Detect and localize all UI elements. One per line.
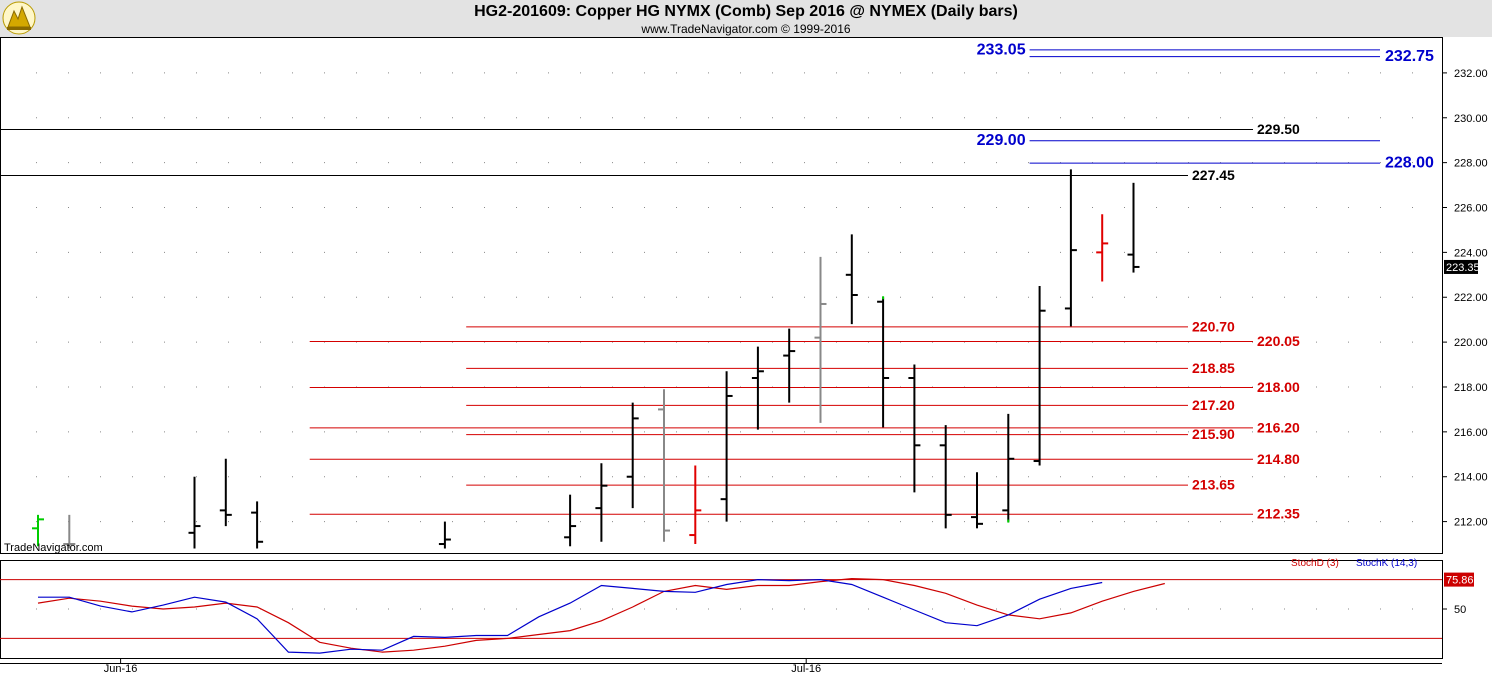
last-price-badge	[1444, 259, 1478, 274]
price-tick-label: 228.00	[1454, 158, 1488, 170]
level-label: 220.05	[1257, 333, 1300, 349]
level-label: 217.20	[1192, 397, 1235, 413]
date-axis-strip	[0, 659, 1492, 678]
level-label: 228.00	[1385, 155, 1434, 172]
price-pane-frame	[0, 37, 1443, 554]
level-label: 229.50	[1257, 121, 1300, 137]
last-price-label: 223.35	[1446, 262, 1480, 274]
level-label: 232.75	[1385, 48, 1434, 65]
price-tick-label: 220.00	[1454, 337, 1488, 349]
level-label: 227.45	[1192, 167, 1235, 183]
stoch-pane-frame	[0, 560, 1443, 659]
level-label: 218.85	[1192, 360, 1235, 376]
price-tick-label: 212.00	[1454, 517, 1488, 529]
stoch-last-label: 75.86	[1446, 575, 1474, 587]
level-label: 215.90	[1192, 426, 1235, 442]
stoch-k-line	[38, 578, 1103, 654]
level-label: 218.00	[1257, 379, 1300, 395]
level-label: 216.20	[1257, 419, 1300, 435]
stoch-tick-label: 50	[1454, 604, 1466, 616]
level-label: 214.80	[1257, 451, 1300, 467]
level-label: 213.65	[1192, 477, 1235, 493]
price-tick-label: 230.00	[1454, 113, 1488, 125]
date-tick-label: Jun-16	[104, 663, 138, 675]
level-label: 229.00	[977, 132, 1026, 149]
date-tick-label: Jul-16	[791, 663, 821, 675]
price-tick-label: 222.00	[1454, 292, 1488, 304]
price-tick-label: 214.00	[1454, 472, 1488, 484]
stoch-k-legend: StochK (14,3)	[1356, 558, 1417, 569]
watermark-text: TradeNavigator.com	[4, 542, 103, 554]
chart-header: HG2-201609: Copper HG NYMX (Comb) Sep 20…	[0, 0, 1492, 37]
level-label: 220.70	[1192, 318, 1235, 334]
stoch-last-badge	[1444, 572, 1474, 587]
level-label: 212.35	[1257, 506, 1300, 522]
chart-subtitle: www.TradeNavigator.com © 1999-2016	[641, 22, 851, 36]
level-label: 233.05	[977, 41, 1026, 58]
price-tick-label: 224.00	[1454, 247, 1488, 259]
stoch-d-legend: StochD (3)	[1291, 558, 1339, 569]
price-tick-label: 232.00	[1454, 68, 1488, 80]
chart-title: HG2-201609: Copper HG NYMX (Comb) Sep 20…	[474, 3, 1018, 20]
price-tick-label: 218.00	[1454, 382, 1488, 394]
trade-navigator-logo-icon	[2, 1, 36, 35]
price-tick-label: 216.00	[1454, 427, 1488, 439]
price-tick-label: 226.00	[1454, 203, 1488, 215]
stoch-d-line	[37, 577, 1165, 653]
